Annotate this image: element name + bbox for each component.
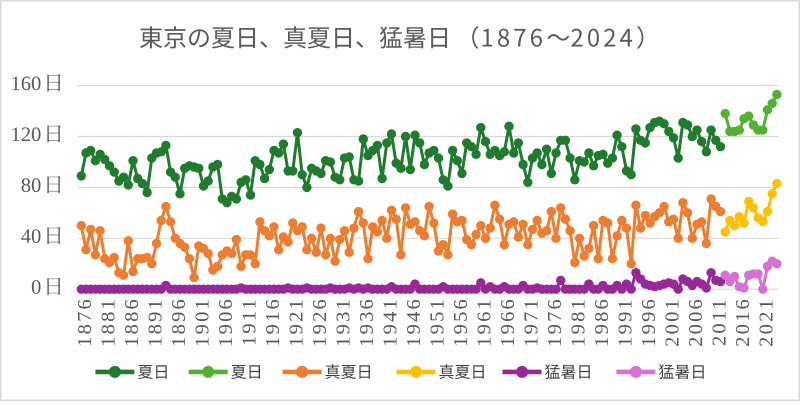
svg-text:1956: 1956 — [450, 297, 472, 347]
svg-text:1906: 1906 — [215, 297, 237, 347]
svg-text:1926: 1926 — [309, 297, 331, 347]
svg-text:1886: 1886 — [121, 297, 143, 347]
svg-text:1931: 1931 — [332, 297, 354, 347]
svg-text:2011: 2011 — [708, 297, 730, 346]
svg-text:1921: 1921 — [285, 297, 307, 347]
svg-text:1976: 1976 — [544, 297, 566, 347]
svg-text:1986: 1986 — [591, 297, 613, 347]
svg-text:2006: 2006 — [685, 297, 707, 347]
svg-text:1971: 1971 — [520, 297, 542, 347]
svg-text:1916: 1916 — [262, 297, 284, 347]
svg-text:1951: 1951 — [426, 297, 448, 347]
svg-text:1876: 1876 — [74, 297, 96, 347]
svg-text:2016: 2016 — [732, 297, 754, 347]
svg-text:1961: 1961 — [473, 297, 495, 347]
svg-text:1991: 1991 — [614, 297, 636, 347]
svg-text:1946: 1946 — [403, 297, 425, 347]
svg-text:1881: 1881 — [97, 297, 119, 347]
svg-text:1911: 1911 — [238, 297, 260, 346]
svg-text:1996: 1996 — [638, 297, 660, 347]
svg-text:2001: 2001 — [661, 297, 683, 347]
svg-text:1901: 1901 — [191, 297, 213, 347]
svg-text:1936: 1936 — [356, 297, 378, 347]
svg-text:1896: 1896 — [168, 297, 190, 347]
svg-text:1966: 1966 — [497, 297, 519, 347]
svg-text:1981: 1981 — [567, 297, 589, 347]
svg-text:1891: 1891 — [144, 297, 166, 347]
svg-text:1941: 1941 — [379, 297, 401, 347]
svg-text:2021: 2021 — [755, 297, 777, 347]
